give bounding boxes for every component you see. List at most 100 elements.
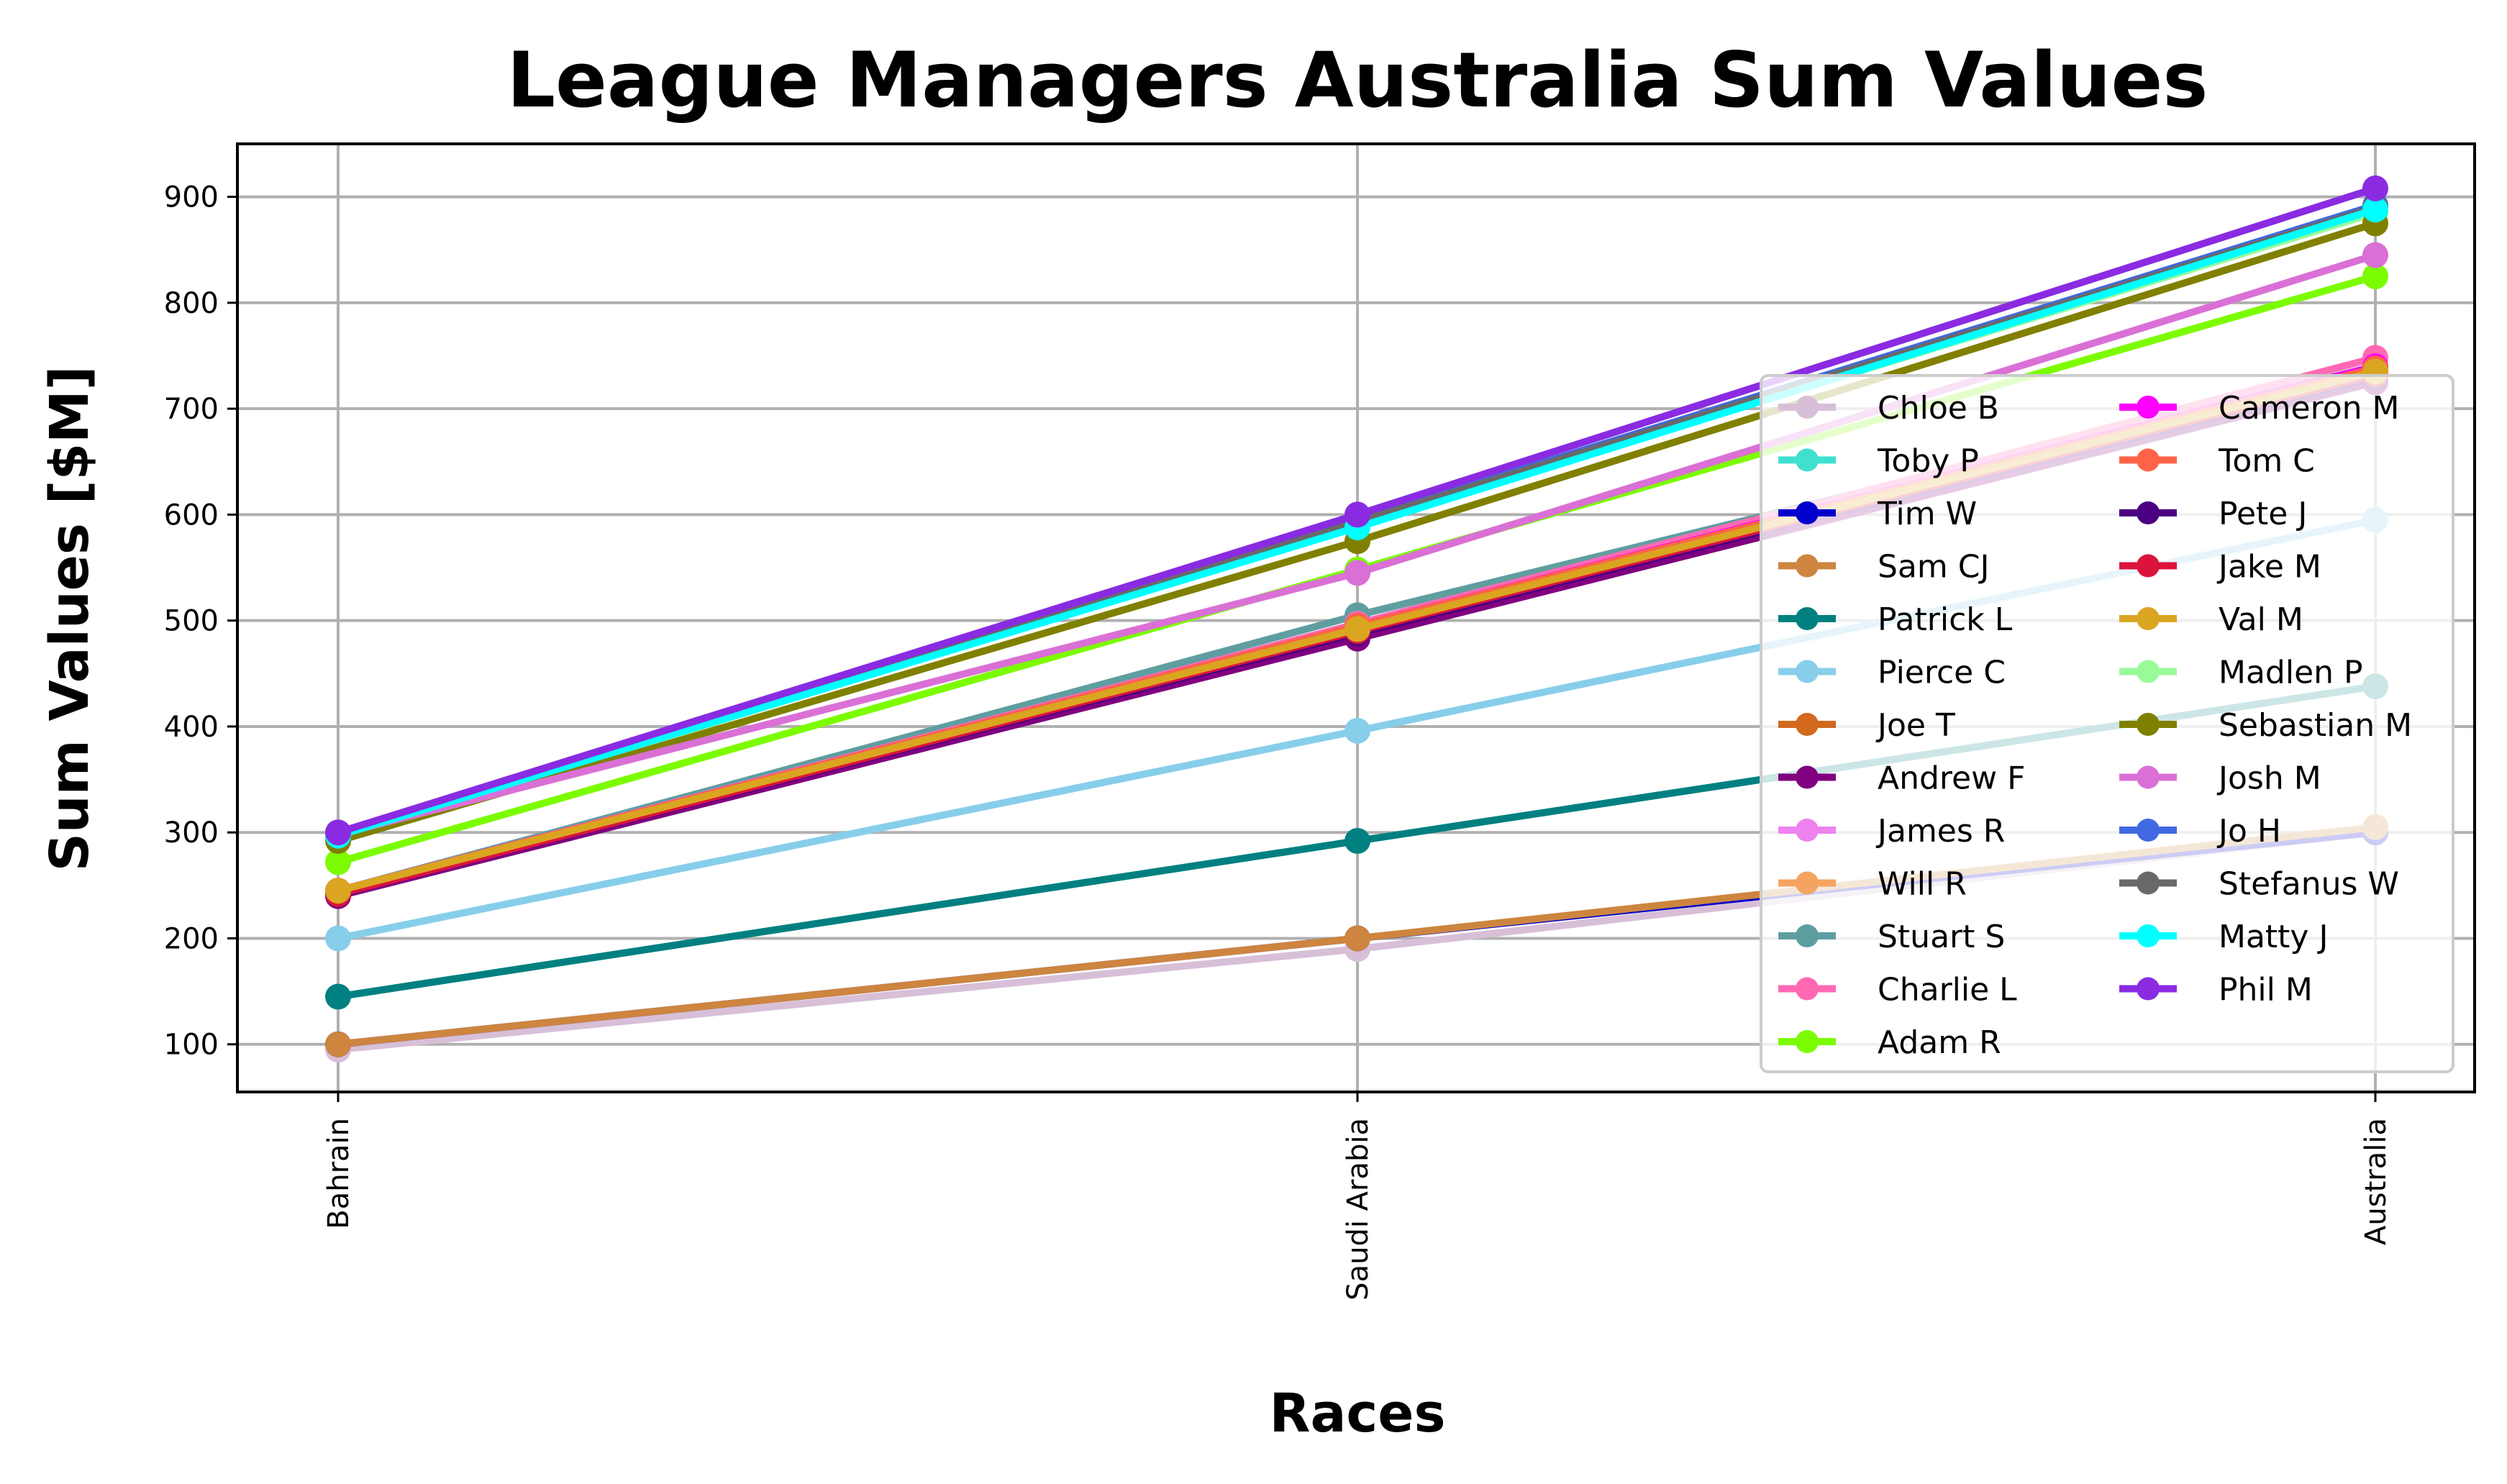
legend-swatch-marker <box>1796 924 1819 947</box>
legend-swatch-marker <box>1796 448 1819 472</box>
legend-swatch-marker <box>2137 554 2160 578</box>
series-phil-m <box>325 175 2388 846</box>
legend-label: Andrew F <box>1878 760 2025 797</box>
legend-label: Toby P <box>1877 443 1979 480</box>
legend-entry: Chloe B <box>1778 390 1999 427</box>
legend-label: Jo H <box>2216 813 2281 850</box>
data-point <box>1345 501 1370 528</box>
legend-entry: Sam CJ <box>1778 549 1989 586</box>
legend-label: Jake M <box>2216 549 2321 586</box>
legend-swatch-marker <box>1796 607 1819 630</box>
y-tick-label: 300 <box>164 816 219 850</box>
data-point <box>325 878 351 904</box>
legend-label: Sebastian M <box>2219 707 2412 744</box>
legend-entry: Tim W <box>1778 496 1977 532</box>
legend-swatch-marker <box>1796 1030 1819 1053</box>
data-point <box>325 983 351 1010</box>
data-point <box>1345 827 1370 854</box>
legend-swatch-marker <box>1796 819 1819 842</box>
legend-swatch-marker <box>1796 396 1819 419</box>
legend-entry: Sebastian M <box>2119 707 2412 744</box>
legend-swatch-marker <box>2137 819 2160 842</box>
legend-label: Phil M <box>2219 972 2313 1009</box>
legend-entry: Josh M <box>2119 760 2321 797</box>
legend-entry: Cameron M <box>2119 390 2400 427</box>
y-tick-label: 600 <box>164 499 219 532</box>
legend-swatch-marker <box>2137 501 2160 524</box>
legend-label: Tom C <box>2218 443 2315 480</box>
legend-label: Adam R <box>1878 1024 2001 1061</box>
data-point <box>1345 925 1370 952</box>
legend-label: Sam CJ <box>1878 549 1989 586</box>
data-point <box>2362 175 2388 201</box>
legend-entry: Will R <box>1778 866 1967 903</box>
legend-entry: Jake M <box>2119 549 2321 586</box>
legend-swatch-marker <box>2137 713 2160 736</box>
legend-label: Stuart S <box>1878 919 2005 955</box>
legend-entry: Matty J <box>2119 919 2328 955</box>
axis-ticks: Bahrain Saudi Arabia Australia 100 200 300 400… <box>164 181 2393 1301</box>
data-point <box>2362 263 2388 290</box>
y-tick-label: 800 <box>164 287 219 320</box>
y-tick-label: 400 <box>164 711 219 744</box>
legend-label: Patrick L <box>1878 601 2013 638</box>
legend-entry: Tom C <box>2119 443 2315 480</box>
legend-entry: Toby P <box>1778 443 1979 480</box>
chart-title: League Managers Australia Sum Values <box>506 36 2208 124</box>
legend-label: Chloe B <box>1878 390 1999 427</box>
legend-swatch-marker <box>2137 924 2160 947</box>
legend-swatch-marker <box>2137 396 2160 419</box>
data-point <box>1345 616 1370 642</box>
legend-entry: Phil M <box>2119 972 2313 1009</box>
data-point <box>1345 560 1370 586</box>
legend-label: Matty J <box>2219 919 2328 955</box>
y-axis-label: Sum Values [$M] <box>39 366 101 872</box>
legend-label: Pierce C <box>1878 655 2006 691</box>
legend-label: Val M <box>2219 601 2303 638</box>
legend-entry: Val M <box>2119 601 2303 638</box>
legend-entry: Stuart S <box>1778 919 2005 955</box>
data-point <box>325 925 351 952</box>
legend-swatch-marker <box>2137 765 2160 789</box>
legend-box <box>1760 374 2454 1073</box>
legend-swatch-marker <box>1796 501 1819 524</box>
legend-label: Stefanus W <box>2219 866 2399 903</box>
legend-entry: Pierce C <box>1778 655 2006 691</box>
legend-entry: Patrick L <box>1778 601 2013 638</box>
legend-entry: Andrew F <box>1778 760 2025 797</box>
legend-label: Will R <box>1878 866 1967 903</box>
legend-swatch-marker <box>2137 448 2160 472</box>
legend-label: Madlen P <box>2219 655 2363 691</box>
legend-entry: Jo H <box>2119 813 2281 850</box>
legend-entry: Pete J <box>2119 496 2307 532</box>
legend-swatch-marker <box>1796 554 1819 578</box>
legend-swatch-marker <box>1796 871 1819 895</box>
data-point <box>325 849 351 875</box>
legend-entry: Joe T <box>1778 707 1955 744</box>
x-axis-label: Races <box>1269 1383 1445 1444</box>
legend-entry: Charlie L <box>1778 972 2017 1009</box>
legend-swatch-marker <box>2137 977 2160 1001</box>
y-tick-label: 200 <box>164 922 219 955</box>
legend-swatch-marker <box>1796 713 1819 736</box>
legend-entry: James R <box>1778 813 2005 850</box>
y-tick-label: 900 <box>164 181 219 214</box>
x-tick-label: Saudi Arabia <box>1342 1118 1375 1301</box>
legend-swatch-marker <box>2137 607 2160 630</box>
legend-entry: Adam R <box>1778 1024 2001 1061</box>
legend-label: Tim W <box>1877 496 1977 532</box>
data-point <box>325 819 351 846</box>
data-point <box>325 1031 351 1057</box>
legend-label: Josh M <box>2216 760 2321 797</box>
legend-entry: Stefanus W <box>2119 866 2399 903</box>
legend-swatch-marker <box>1796 765 1819 789</box>
data-point <box>2362 242 2388 268</box>
plot-frame <box>236 142 2476 1093</box>
y-tick-label: 500 <box>164 605 219 638</box>
legend-label: James R <box>1875 813 2005 850</box>
legend-label: Joe T <box>1875 707 1955 744</box>
legend: Chloe B Toby P Tim W Sam CJ Patrick L Pierce … <box>1760 374 2454 1073</box>
legend-swatch-marker <box>1796 660 1819 683</box>
legend-swatch-marker <box>2137 660 2160 683</box>
